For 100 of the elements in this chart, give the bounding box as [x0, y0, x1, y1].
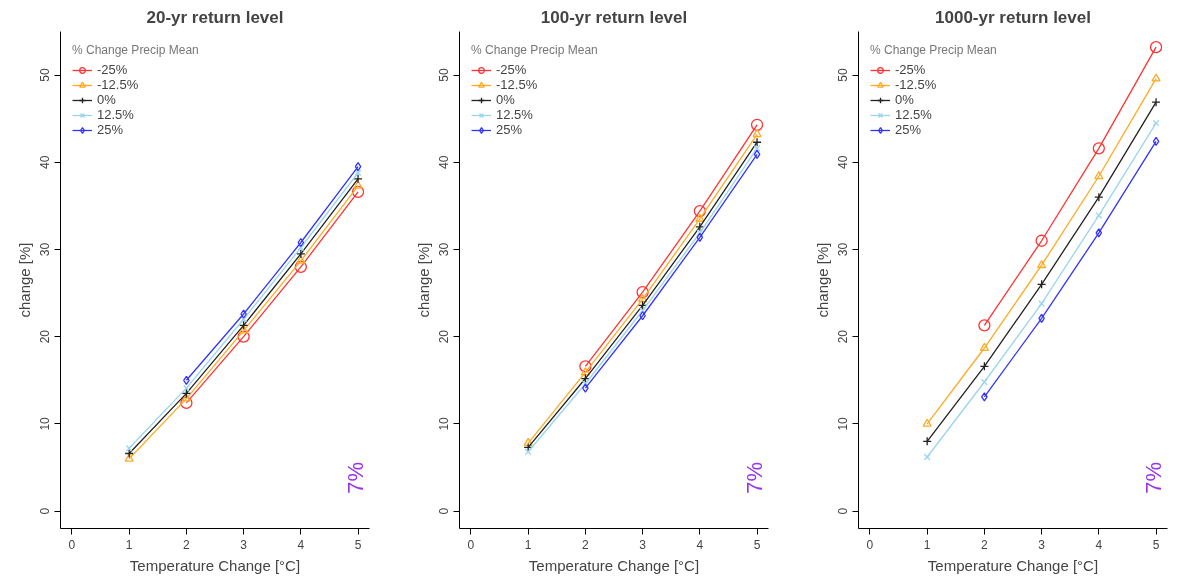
point: [354, 162, 362, 172]
y-axis-title: change [%]: [414, 242, 432, 318]
annotation: 7%: [1140, 461, 1166, 494]
y-axis-title: change [%]: [15, 242, 33, 318]
point: [1095, 228, 1103, 238]
point: [1094, 170, 1104, 180]
legend-label: 25%: [895, 122, 922, 137]
x-tick-label: 4: [1095, 537, 1103, 552]
x-axis-title: Temperature Change [°C]: [528, 556, 700, 574]
x-tick-label: 2: [183, 537, 191, 552]
legend-label: -12.5%: [496, 77, 538, 92]
point: [580, 367, 591, 376]
point: [1095, 212, 1103, 219]
legend-label: 0%: [97, 92, 117, 107]
y-tick-label: 20: [437, 329, 452, 344]
point: [237, 330, 250, 343]
chart-title: 100-yr return level: [540, 7, 688, 27]
point: [979, 342, 990, 351]
point: [1092, 142, 1105, 155]
point: [181, 393, 192, 402]
x-tick-label: 5: [753, 537, 761, 552]
legend-label: 12.5%: [895, 107, 932, 122]
x-axis-title: Temperature Change [°C]: [129, 556, 301, 574]
legend-label: 0%: [496, 92, 516, 107]
point: [582, 383, 589, 393]
point: [750, 118, 764, 131]
x-tick-label: 0: [68, 537, 76, 552]
y-tick-label: 0: [38, 507, 53, 515]
point: [183, 375, 190, 385]
point: [1149, 41, 1163, 54]
point: [637, 293, 648, 303]
x-tick-label: 1: [524, 537, 532, 552]
point: [752, 137, 762, 147]
point: [695, 213, 705, 222]
chart-title: 1000-yr return level: [935, 7, 1091, 27]
point: [981, 392, 988, 402]
point: [294, 260, 307, 274]
y-tick-label: 30: [38, 242, 53, 257]
point: [125, 444, 133, 452]
point: [351, 185, 365, 199]
chart-title: 20-yr return level: [146, 7, 284, 27]
x-tick-label: 0: [467, 537, 475, 552]
point: [639, 311, 646, 321]
point: [980, 378, 988, 386]
legend-label: -12.5%: [895, 77, 937, 92]
point: [693, 204, 706, 218]
point: [1151, 97, 1161, 107]
y-axis-title: change [%]: [813, 242, 831, 318]
y-tick-label: 30: [836, 242, 851, 257]
point: [182, 384, 190, 392]
point: [238, 325, 249, 334]
point: [1151, 73, 1161, 82]
x-tick-label: 3: [639, 537, 647, 552]
x-tick-label: 3: [1038, 537, 1046, 552]
x-tick-label: 4: [696, 537, 704, 552]
legend-title: % Change Precip Mean: [72, 43, 199, 57]
point: [353, 174, 363, 184]
legend-label: 0%: [895, 92, 915, 107]
legend-label: 12.5%: [496, 107, 533, 122]
legend-label: 25%: [97, 122, 124, 137]
x-tick-label: 4: [297, 537, 305, 552]
point: [354, 169, 362, 177]
point: [978, 319, 991, 332]
y-tick-label: 0: [836, 507, 851, 515]
point: [124, 453, 134, 462]
x-tick-label: 5: [1152, 537, 1160, 552]
y-tick-label: 10: [437, 416, 452, 431]
y-tick-label: 50: [836, 68, 851, 82]
x-tick-label: 0: [866, 537, 874, 552]
point: [753, 144, 761, 152]
x-tick-label: 5: [354, 537, 362, 552]
point: [579, 360, 592, 373]
legend-label: -25%: [97, 62, 128, 77]
y-tick-label: 40: [836, 155, 851, 169]
point: [297, 237, 305, 248]
point: [752, 129, 762, 138]
y-tick-label: 40: [38, 155, 53, 169]
annotation: 7%: [342, 461, 368, 494]
x-tick-label: 2: [981, 537, 989, 552]
annotation: 7%: [741, 461, 767, 494]
point: [1152, 136, 1160, 147]
point: [923, 453, 931, 461]
legend-label: 25%: [496, 122, 523, 137]
point: [922, 418, 932, 427]
point: [296, 255, 306, 264]
legend-label: 12.5%: [97, 107, 134, 122]
legend-label: -12.5%: [97, 77, 139, 92]
y-tick-label: 30: [437, 242, 452, 257]
y-tick-label: 40: [437, 155, 452, 169]
legend-title: % Change Precip Mean: [471, 43, 598, 57]
point: [180, 396, 193, 410]
legend-label: -25%: [496, 62, 527, 77]
y-tick-label: 10: [836, 416, 851, 431]
y-tick-label: 20: [38, 329, 53, 344]
point: [753, 149, 761, 160]
y-tick-label: 50: [437, 68, 452, 82]
x-axis-title: Temperature Change [°C]: [927, 556, 1099, 574]
x-tick-label: 1: [125, 537, 133, 552]
point: [636, 286, 649, 299]
point: [240, 309, 247, 319]
